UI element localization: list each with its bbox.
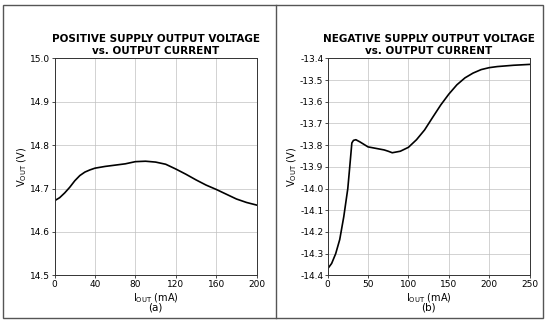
X-axis label: I$_{\rm OUT}$ (mA): I$_{\rm OUT}$ (mA) bbox=[406, 291, 452, 305]
Y-axis label: V$_{\rm OUT}$ (V): V$_{\rm OUT}$ (V) bbox=[285, 147, 299, 187]
Title: POSITIVE SUPPLY OUTPUT VOLTAGE
vs. OUTPUT CURRENT: POSITIVE SUPPLY OUTPUT VOLTAGE vs. OUTPU… bbox=[52, 34, 259, 56]
Title: NEGATIVE SUPPLY OUTPUT VOLTAGE
vs. OUTPUT CURRENT: NEGATIVE SUPPLY OUTPUT VOLTAGE vs. OUTPU… bbox=[323, 34, 535, 56]
Y-axis label: V$_{\rm OUT}$ (V): V$_{\rm OUT}$ (V) bbox=[15, 147, 29, 187]
Text: (b): (b) bbox=[422, 303, 436, 313]
X-axis label: I$_{\rm OUT}$ (mA): I$_{\rm OUT}$ (mA) bbox=[133, 291, 179, 305]
Text: (a): (a) bbox=[149, 303, 163, 313]
